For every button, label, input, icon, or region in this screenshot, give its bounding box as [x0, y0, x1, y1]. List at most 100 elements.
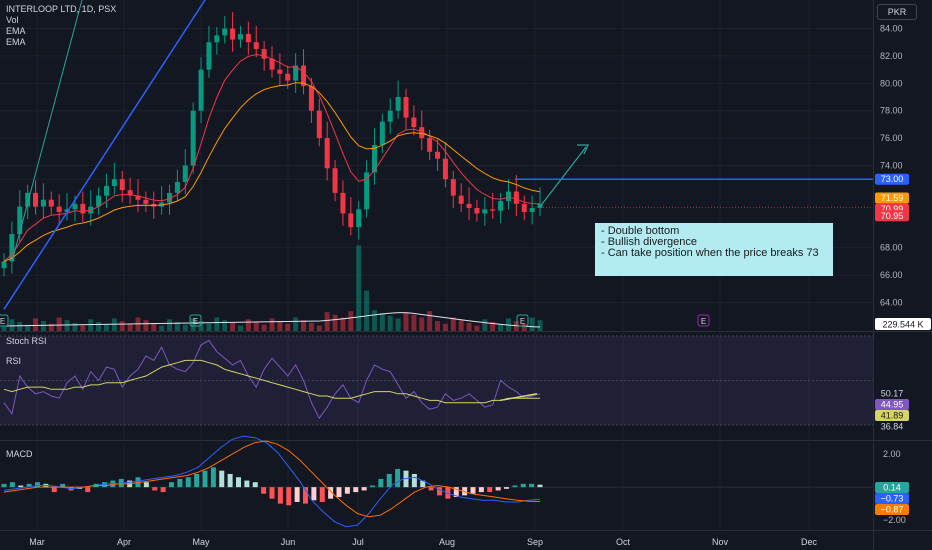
signal-line	[3, 440, 541, 518]
earnings-marker-label: E	[193, 317, 198, 326]
volume-bar	[466, 322, 472, 331]
volume-bar	[111, 318, 117, 331]
candle	[450, 179, 456, 196]
volume-bar	[190, 318, 196, 331]
candle	[103, 186, 109, 196]
macd-histogram-bar	[478, 487, 484, 493]
volume-bar	[230, 322, 236, 331]
trendline-blue	[3, 0, 206, 310]
candle	[174, 181, 180, 193]
macd-histogram-bar	[453, 487, 459, 498]
volume-bar	[48, 323, 54, 331]
divergence-line	[499, 393, 538, 402]
macd-histogram-bar	[252, 482, 258, 488]
candle	[395, 97, 401, 111]
x-tick-label: Sep	[527, 537, 543, 547]
price-tick-label: 82.00	[880, 51, 903, 61]
volume-bar	[88, 319, 94, 331]
macd-histogram-bar	[51, 487, 57, 493]
macd-histogram-bar	[18, 485, 24, 488]
macd-histogram-bar	[244, 480, 250, 488]
volume-bar	[537, 320, 543, 331]
candle	[285, 73, 291, 81]
price-tick-label: 68.00	[880, 243, 903, 253]
volume-bar	[458, 320, 464, 331]
price-badge-label: 70.99	[881, 204, 904, 214]
macd-histogram-bar	[35, 482, 40, 488]
candle	[403, 97, 409, 118]
volume-bar	[395, 318, 401, 331]
rsi-badge-label: 36.84	[881, 422, 904, 432]
volume-bar	[245, 319, 251, 331]
volume-bar	[332, 314, 338, 331]
indicator-ema-2[interactable]: EMA	[6, 37, 26, 47]
macd-histogram-bar	[529, 483, 535, 488]
rsi-title[interactable]: RSI	[6, 356, 22, 366]
currency-button[interactable]: PKR	[877, 4, 917, 20]
volume-bar	[450, 317, 456, 331]
price-badge-label: 70.95	[881, 211, 904, 221]
stoch-rsi-title[interactable]: Stoch RSI	[6, 336, 47, 346]
macd-histogram-bar	[437, 487, 442, 496]
macd-histogram-bar	[185, 477, 191, 488]
rsi-badge-label: 41.89	[881, 411, 904, 421]
volume-bar	[387, 315, 393, 331]
candle	[245, 34, 251, 43]
arrow-head	[577, 144, 589, 155]
macd-histogram-bar	[420, 480, 426, 488]
candle	[490, 209, 496, 211]
macd-histogram-bar	[210, 467, 216, 488]
volume-bar	[253, 322, 259, 331]
price-tick-label: 66.00	[880, 270, 903, 280]
macd-histogram-bar	[411, 473, 417, 488]
volume-badge	[875, 318, 931, 330]
volume-bar	[308, 322, 314, 331]
annotation-note[interactable]: - Double bottom - Bullish divergence - C…	[595, 223, 833, 276]
rsi-badge-label: 44.95	[881, 400, 904, 410]
volume-bar	[340, 317, 346, 331]
macd-histogram-bar	[269, 487, 275, 499]
macd-histogram-bar	[395, 469, 401, 488]
candle	[167, 192, 173, 203]
volume-bar	[411, 314, 417, 331]
volume-bar	[356, 245, 362, 331]
macd-badge	[875, 493, 909, 504]
volume-bar	[127, 323, 133, 331]
volume-bar	[237, 325, 243, 331]
indicator-vol[interactable]: Vol	[6, 15, 19, 25]
macd-histogram-bar	[520, 483, 526, 488]
macd-histogram-bar	[428, 487, 434, 491]
macd-histogram-bar	[26, 483, 32, 488]
candle	[529, 207, 535, 213]
candle	[222, 28, 228, 36]
macd-title[interactable]: MACD	[6, 449, 33, 459]
x-tick-label: Dec	[801, 537, 818, 547]
macd-histogram-bar	[311, 487, 317, 501]
earnings-marker	[697, 314, 710, 327]
candle	[96, 195, 102, 207]
indicator-ema-1[interactable]: EMA	[6, 26, 26, 36]
x-tick-label: Jul	[352, 537, 364, 547]
candle	[119, 179, 125, 191]
macd-histogram-bar	[169, 482, 174, 488]
volume-bar	[9, 319, 15, 331]
candle	[25, 192, 31, 207]
macd-histogram-bar	[9, 482, 15, 488]
price-tick-label: 80.00	[880, 78, 903, 88]
volume-bar	[40, 321, 46, 331]
volume-bar	[474, 325, 480, 331]
candle	[308, 86, 314, 111]
x-tick-label: May	[192, 537, 210, 547]
candle	[474, 207, 480, 214]
volume-bar	[427, 311, 433, 331]
candle	[379, 121, 385, 145]
volume-bar	[379, 313, 385, 331]
macd-badge-label: 0.14	[883, 483, 901, 493]
volume-bar	[442, 323, 448, 331]
candle	[301, 65, 307, 87]
earnings-marker-label: E	[0, 317, 5, 326]
volume-bar	[529, 317, 535, 331]
earnings-marker-label: E	[520, 317, 525, 326]
macd-histogram-bar	[236, 477, 241, 488]
ema-fast-line	[3, 53, 541, 262]
